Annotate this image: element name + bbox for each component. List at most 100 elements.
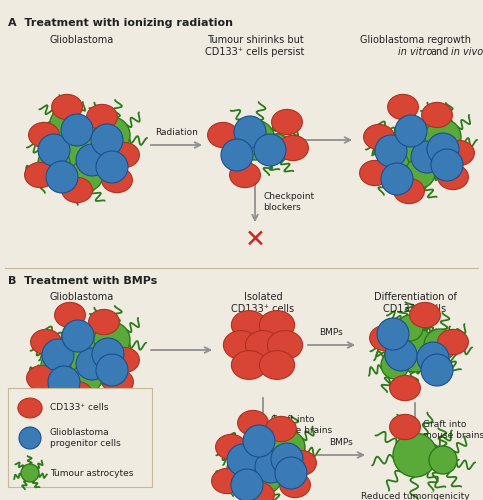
Ellipse shape (224, 330, 258, 360)
Circle shape (46, 161, 78, 193)
Ellipse shape (88, 310, 119, 334)
Circle shape (42, 339, 74, 371)
Circle shape (393, 433, 437, 477)
Ellipse shape (215, 434, 246, 460)
Text: BMPs: BMPs (320, 328, 343, 337)
Ellipse shape (55, 302, 85, 328)
Ellipse shape (243, 482, 274, 500)
Circle shape (76, 144, 108, 176)
Circle shape (91, 124, 123, 156)
Text: Differentiation of
CD133⁺ cells: Differentiation of CD133⁺ cells (373, 292, 456, 314)
Text: Glioblastoma: Glioblastoma (50, 35, 114, 45)
Ellipse shape (245, 330, 281, 360)
Circle shape (405, 158, 435, 188)
Ellipse shape (62, 382, 92, 406)
Circle shape (227, 444, 259, 476)
Circle shape (96, 151, 128, 183)
Circle shape (385, 339, 417, 371)
Ellipse shape (438, 164, 469, 190)
Ellipse shape (259, 350, 295, 380)
Circle shape (271, 443, 303, 475)
Circle shape (275, 457, 307, 489)
Circle shape (255, 451, 287, 483)
Ellipse shape (30, 330, 61, 354)
Circle shape (19, 427, 41, 449)
Text: Glioblastoma
progenitor cells: Glioblastoma progenitor cells (50, 428, 121, 448)
Ellipse shape (390, 376, 420, 400)
Circle shape (41, 350, 71, 380)
Circle shape (38, 134, 70, 166)
Text: Tumour shirinks but
CD133⁺ cells persist: Tumour shirinks but CD133⁺ cells persist (205, 35, 305, 56)
Ellipse shape (369, 326, 400, 350)
Ellipse shape (360, 160, 390, 186)
Circle shape (391, 121, 439, 169)
Ellipse shape (62, 178, 92, 203)
Ellipse shape (443, 140, 474, 166)
Ellipse shape (410, 302, 440, 328)
Circle shape (62, 320, 94, 352)
Text: BMPs: BMPs (329, 438, 354, 447)
Ellipse shape (438, 330, 469, 354)
Ellipse shape (28, 122, 59, 148)
Ellipse shape (387, 94, 418, 120)
Circle shape (61, 114, 93, 146)
Ellipse shape (25, 162, 56, 188)
Text: Graft into
mouse brains: Graft into mouse brains (271, 416, 332, 434)
Ellipse shape (422, 102, 453, 128)
Text: Glioblastoma regrowth: Glioblastoma regrowth (359, 35, 470, 45)
Circle shape (227, 455, 255, 483)
Circle shape (221, 139, 253, 171)
Circle shape (395, 115, 427, 147)
Ellipse shape (109, 142, 140, 168)
Circle shape (76, 348, 108, 380)
Circle shape (50, 109, 78, 137)
Ellipse shape (280, 472, 311, 498)
Circle shape (38, 147, 70, 179)
FancyBboxPatch shape (8, 388, 152, 487)
Circle shape (94, 322, 130, 358)
Ellipse shape (231, 310, 267, 340)
Ellipse shape (394, 178, 425, 204)
Circle shape (377, 318, 409, 350)
Ellipse shape (102, 370, 133, 394)
Ellipse shape (27, 366, 57, 390)
Ellipse shape (229, 162, 260, 188)
Ellipse shape (212, 468, 242, 493)
Circle shape (381, 163, 413, 195)
Text: Reduced tumorigenicity: Reduced tumorigenicity (361, 492, 469, 500)
Circle shape (429, 446, 457, 474)
Circle shape (263, 134, 291, 162)
Ellipse shape (266, 416, 297, 442)
Text: Checkpoint
blockers: Checkpoint blockers (263, 192, 314, 212)
Ellipse shape (390, 414, 420, 440)
Circle shape (375, 135, 407, 167)
Text: B  Treatment with BMPs: B Treatment with BMPs (8, 276, 157, 286)
Ellipse shape (238, 410, 269, 436)
Ellipse shape (109, 348, 140, 372)
Text: Glioblastoma: Glioblastoma (50, 292, 114, 302)
Text: CD133⁺ cells: CD133⁺ cells (50, 404, 109, 412)
Circle shape (92, 338, 124, 370)
Circle shape (96, 354, 128, 386)
Text: Radiation: Radiation (155, 128, 198, 137)
Circle shape (253, 465, 281, 493)
Text: Isolated
CD133⁺ cells: Isolated CD133⁺ cells (231, 292, 295, 314)
Circle shape (393, 328, 437, 372)
Circle shape (71, 159, 103, 191)
Circle shape (243, 425, 275, 457)
Circle shape (421, 354, 453, 386)
Text: A  Treatment with ionizing radiation: A Treatment with ionizing radiation (8, 18, 233, 28)
Text: ✕: ✕ (244, 228, 266, 252)
Circle shape (424, 329, 456, 361)
Ellipse shape (208, 122, 239, 148)
Circle shape (48, 366, 80, 398)
Ellipse shape (268, 330, 303, 360)
Ellipse shape (259, 310, 295, 340)
Ellipse shape (364, 124, 395, 150)
Circle shape (58, 121, 106, 169)
Circle shape (235, 120, 275, 160)
Circle shape (21, 464, 39, 482)
Circle shape (427, 133, 459, 165)
Circle shape (273, 431, 305, 463)
Ellipse shape (278, 136, 309, 160)
